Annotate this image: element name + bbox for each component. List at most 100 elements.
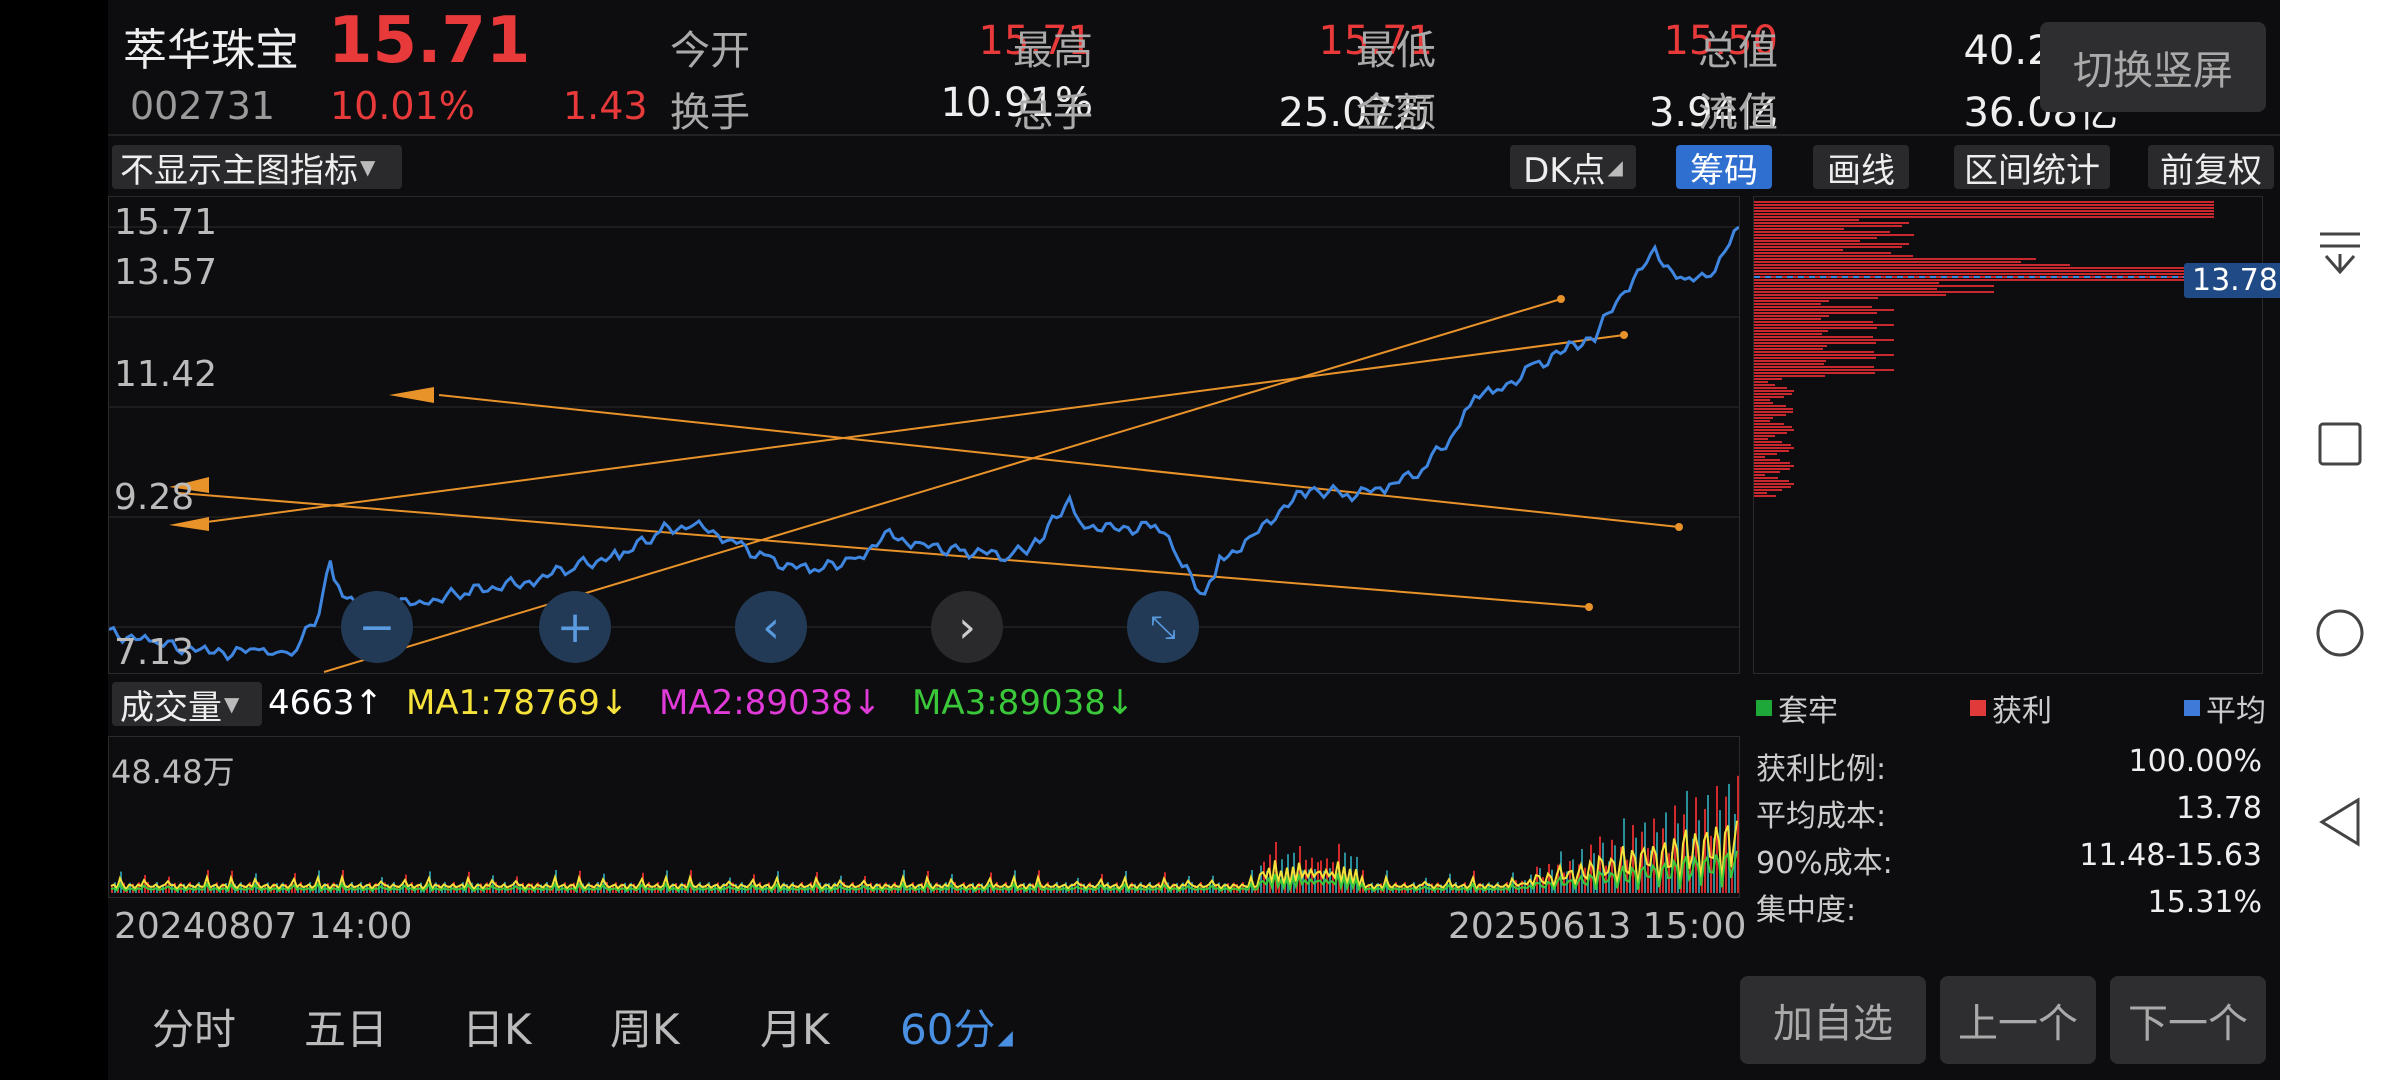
notification-pull-icon[interactable]	[2320, 232, 2360, 275]
volume-bar	[1065, 882, 1067, 893]
chip-bar	[1754, 327, 1877, 329]
chip-bar	[1754, 447, 1794, 449]
volume-bar	[516, 876, 518, 893]
volume-bar	[1704, 809, 1706, 893]
volume-bar	[267, 882, 269, 893]
volume-ma2: MA2:89038↓	[659, 683, 882, 723]
volume-bar	[606, 882, 608, 893]
volume-bar	[258, 882, 260, 893]
volume-bar	[708, 882, 710, 893]
volume-bar	[300, 882, 302, 893]
arrow-icon	[389, 387, 434, 403]
tab-60min[interactable]: 60分 ◢	[900, 996, 1013, 1057]
chip-bar	[1754, 276, 2214, 278]
back-icon[interactable]	[2319, 797, 2360, 847]
chip-bar	[1754, 342, 1876, 344]
draw-line-button[interactable]: 画线	[1813, 145, 1909, 191]
tab-intraday[interactable]: 分时	[152, 1005, 237, 1054]
next-stock-button[interactable]: 下一个	[2110, 976, 2266, 1064]
chips-button[interactable]: 筹码	[1676, 145, 1772, 191]
volume-bar	[525, 889, 527, 893]
volume-bar	[576, 890, 578, 893]
volume-bar	[1524, 880, 1526, 893]
chip-bar	[1754, 234, 1914, 236]
stat-value-volume: 25.07万	[1278, 90, 1433, 136]
volume-bar	[1188, 876, 1190, 893]
volume-bar	[411, 882, 413, 893]
tab-five-day[interactable]: 五日	[304, 1005, 389, 1054]
volume-bar	[126, 889, 128, 893]
volume-bar	[1158, 882, 1160, 893]
volume-bar	[546, 882, 548, 893]
arrow-icon	[169, 477, 209, 493]
chip-bar	[1754, 474, 1765, 476]
volume-bar	[963, 882, 965, 893]
zoom-out-button[interactable]: −	[341, 591, 413, 663]
range-stats-button[interactable]: 区间统计	[1954, 145, 2110, 191]
tab-daily-k[interactable]: 日K	[462, 1005, 532, 1054]
tab-monthly-k[interactable]: 月K	[760, 1005, 830, 1054]
scroll-right-button[interactable]: ›	[931, 591, 1003, 663]
recent-apps-icon[interactable]	[2318, 422, 2362, 466]
volume-bar	[852, 882, 854, 893]
chip-bar	[1754, 420, 1770, 422]
chip-stat-label: 平均成本:	[1756, 799, 1887, 834]
legend-trapped: 套牢	[1756, 686, 1838, 730]
chip-bar	[1754, 405, 1786, 407]
date-start: 20240807 14:00	[114, 906, 413, 947]
scroll-left-button[interactable]: ‹	[735, 591, 807, 663]
chip-bar	[1754, 408, 1793, 410]
dk-point-button[interactable]: DK点 ◢	[1510, 145, 1636, 191]
chip-bar	[1754, 282, 1939, 284]
tab-weekly-k[interactable]: 周K	[610, 1005, 680, 1054]
volume-bar	[1332, 862, 1334, 893]
add-watchlist-button[interactable]: 加自选	[1740, 976, 1926, 1064]
volume-bar	[1116, 882, 1118, 893]
volume-bar	[687, 888, 689, 893]
chip-bar	[1754, 297, 1878, 299]
chip-bar	[1754, 303, 1821, 305]
volume-ma1: MA1:78769↓	[406, 683, 629, 723]
price-adjust-button[interactable]: 前复权	[2148, 145, 2274, 191]
price-chart-panel[interactable]: 15.71 13.57 11.42 9.28 7.13 − + ‹ › ⤡	[108, 196, 1740, 674]
volume-bar	[1077, 877, 1079, 893]
volume-bar	[1107, 882, 1109, 893]
y-label-5: 7.13	[114, 632, 195, 673]
chip-distribution-chart	[1754, 201, 2214, 497]
volume-bar	[1716, 786, 1718, 893]
chip-stat-value: 15.31%	[2147, 885, 2262, 920]
legend-label: 套牢	[1778, 694, 1838, 729]
volume-ma3: MA3:89038↓	[912, 683, 1135, 723]
chip-bar	[1754, 426, 1792, 428]
volume-bar	[177, 889, 179, 893]
home-icon[interactable]	[2316, 609, 2364, 657]
chip-bar	[1754, 222, 1909, 224]
volume-bar	[1305, 859, 1307, 893]
volume-chart-panel[interactable]: 48.48万	[108, 736, 1740, 898]
chip-bar	[1754, 252, 1891, 254]
volume-bar	[1476, 889, 1478, 893]
chip-bar	[1754, 285, 1994, 287]
volume-bar	[1590, 844, 1592, 893]
volume-bar	[1200, 882, 1202, 893]
chip-stat-value: 11.48-15.63	[2079, 838, 2262, 873]
chip-bar	[1754, 243, 1909, 245]
zoom-in-button[interactable]: +	[539, 591, 611, 663]
volume-select[interactable]: 成交量 ▼	[112, 682, 262, 728]
indicator-select[interactable]: 不显示主图指标 ▼	[112, 145, 402, 191]
trend-line	[178, 492, 1590, 608]
legend-average: 平均	[2184, 686, 2266, 730]
chip-bar	[1754, 201, 2214, 203]
chip-bar	[1754, 207, 2214, 209]
chip-stat-value: 100.00%	[2128, 744, 2262, 779]
collapse-icon: ⤡	[1150, 607, 1176, 646]
chip-bar	[1754, 324, 1894, 326]
switch-portrait-button[interactable]: 切换竖屏	[2040, 22, 2266, 112]
previous-stock-button[interactable]: 上一个	[1940, 976, 2096, 1064]
chip-bar	[1754, 288, 1937, 290]
chip-bar	[1754, 267, 2214, 269]
collapse-button[interactable]: ⤡	[1127, 591, 1199, 663]
dk-point-label: DK点	[1523, 150, 1606, 191]
stat-value-low: 15.50	[1663, 18, 1778, 64]
trend-lines[interactable]	[178, 298, 1680, 673]
